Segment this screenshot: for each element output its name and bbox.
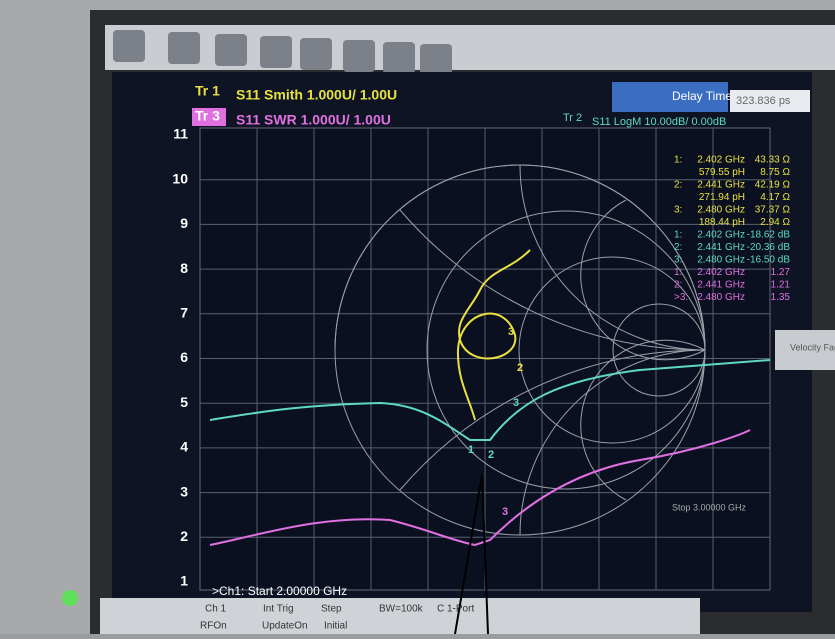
status-bar: [100, 598, 700, 634]
y-label: 9: [180, 215, 188, 231]
readout-cell: 3:: [674, 255, 682, 266]
readout-cell: 8.75 Ω: [760, 167, 790, 178]
probe-wire: [454, 474, 489, 635]
y-label: 3: [180, 483, 188, 499]
readout-cell: 2.441 GHz: [697, 280, 745, 291]
y-labels: 11 10 9 8 7 6 5 4 3 2 1: [172, 126, 188, 589]
toolbar: [105, 25, 835, 70]
stop-freq: Stop 3.00000 GHz: [672, 502, 747, 512]
marker-label: 2: [517, 362, 523, 374]
readout-cell: 43.33 Ω: [755, 155, 791, 166]
marker-label: 3: [502, 506, 508, 518]
readout-cell: -20.36 dB: [747, 242, 791, 253]
readout-cell: 1.27: [771, 267, 791, 278]
readout-cell: 2.441 GHz: [697, 242, 745, 253]
trace-desc: S11 LogM 10.00dB/ 0.00dB: [592, 116, 726, 128]
readout-cell: 1:: [674, 267, 682, 278]
delay-value: 323.836 ps: [736, 95, 791, 107]
y-label: 10: [172, 170, 188, 186]
readout-cell: 42.19 Ω: [755, 180, 791, 191]
readout-cell: 2.441 GHz: [697, 180, 745, 191]
marker-label: 3: [513, 397, 519, 409]
readout-cell: 3:: [674, 205, 682, 216]
marker-readout: 1: 2.402 GHz 43.33 Ω 579.55 pH 8.75 Ω 2: 2.441…: [674, 155, 791, 304]
status-item: Ch 1: [205, 604, 227, 615]
smith-trace: [456, 249, 531, 421]
readout-cell: 2:: [674, 180, 682, 191]
trace-box[interactable]: [192, 108, 226, 126]
readout-cell: 4.17 Ω: [760, 192, 790, 203]
grid: [200, 128, 770, 590]
status-item: Initial: [324, 621, 347, 632]
swr-trace: [209, 429, 751, 547]
trace-desc: S11 SWR 1.000U/ 1.00U: [236, 112, 391, 128]
status-item: RFOn: [200, 621, 227, 632]
readout-cell: 1:: [674, 155, 682, 166]
y-label: 11: [173, 126, 188, 142]
y-label: 2: [180, 528, 188, 544]
trace-id: Tr 1: [195, 83, 220, 99]
readout-cell: 1.35: [771, 292, 791, 303]
status-item: Step: [321, 604, 342, 615]
softkey-label: Velocity Factor: [790, 342, 835, 352]
readout-cell: 2:: [674, 280, 682, 291]
readout-cell: 2.402 GHz: [697, 155, 745, 166]
readout-cell: 37.37 Ω: [755, 205, 791, 216]
toolbar-buttons[interactable]: [113, 30, 452, 76]
status-item: UpdateOn: [262, 621, 308, 632]
status-items: Ch 1 Int Trig Step BW=100k C 1-Port RFOn Updat…: [200, 604, 474, 632]
delay-input[interactable]: [730, 90, 810, 112]
marker-label: 3: [508, 326, 514, 338]
status-item: BW=100k: [379, 604, 424, 615]
delay-field: [612, 82, 728, 112]
trace-id: Tr 3: [195, 108, 220, 124]
smith-chart: [334, 164, 706, 536]
y-label: 7: [180, 305, 188, 321]
trace-desc: S11 Smith 1.000U/ 1.00U: [236, 87, 397, 103]
y-label: 6: [180, 349, 188, 365]
logm-trace: [209, 359, 771, 441]
readout-cell: 2.402 GHz: [697, 267, 745, 278]
marker-label: 1: [468, 444, 474, 456]
status-item: C 1-Port: [437, 604, 474, 615]
delay-label: Delay Time: [672, 89, 732, 103]
trace-id: Tr 2: [563, 112, 582, 124]
y-label: 8: [180, 260, 188, 276]
readout-cell: 2.480 GHz: [697, 292, 745, 303]
readout-cell: 2.480 GHz: [697, 255, 745, 266]
y-label: 1: [180, 573, 188, 589]
readout-cell: 2:: [674, 242, 682, 253]
power-led: [62, 590, 78, 606]
marker-label: 2: [488, 449, 494, 461]
readout-cell: 2.94 Ω: [760, 217, 790, 228]
readout-cell: 1:: [674, 230, 682, 241]
status-item: Int Trig: [263, 604, 294, 615]
readout-cell: -18.62 dB: [747, 230, 791, 241]
y-label: 4: [180, 439, 188, 455]
start-freq: >Ch1: Start 2.00000 GHz: [212, 584, 347, 598]
readout-cell: 271.94 pH: [699, 192, 745, 203]
readout-cell: 2.402 GHz: [697, 230, 745, 241]
readout-cell: 2.480 GHz: [697, 205, 745, 216]
readout-cell: -16.50 dB: [747, 255, 791, 266]
readout-cell: >3:: [674, 292, 688, 303]
softkey[interactable]: [775, 330, 835, 370]
readout-cell: 579.55 pH: [699, 167, 745, 178]
y-label: 5: [180, 394, 188, 410]
readout-cell: 188.44 pH: [699, 217, 745, 228]
readout-cell: 1.21: [771, 280, 791, 291]
